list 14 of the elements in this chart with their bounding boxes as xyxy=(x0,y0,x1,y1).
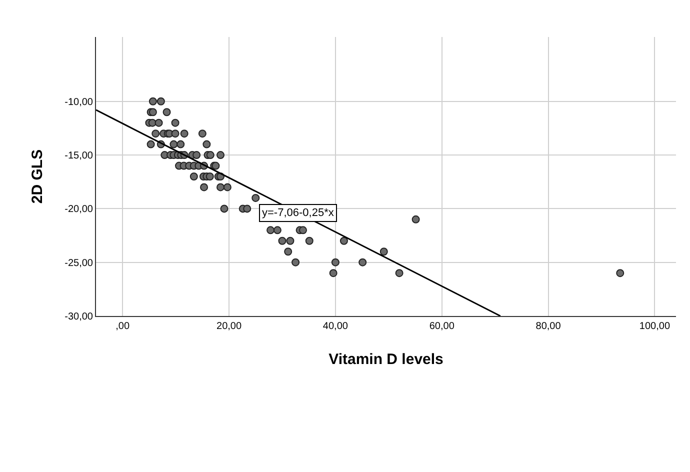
y-tick-label: -20,00 xyxy=(64,204,94,216)
x-tick-label: 40,00 xyxy=(322,321,348,332)
y-tick-label: -30,00 xyxy=(64,312,94,322)
x-tick-label: 20,00 xyxy=(216,321,242,332)
y-axis-title: 2D GLS xyxy=(28,149,46,204)
y-tick-label: -25,00 xyxy=(64,258,94,269)
y-tick-label: -15,00 xyxy=(64,150,94,162)
x-tick-label: ,00 xyxy=(116,321,130,332)
y-tick-label: -10,00 xyxy=(64,96,94,108)
x-tick-label: 60,00 xyxy=(429,321,455,332)
annotation: y=-7,06-0,25*x xyxy=(262,207,334,219)
x-tick-label: 80,00 xyxy=(536,321,562,332)
x-axis-title: Vitamin D levels xyxy=(328,351,444,368)
x-tick-label: 100,00 xyxy=(639,321,670,332)
